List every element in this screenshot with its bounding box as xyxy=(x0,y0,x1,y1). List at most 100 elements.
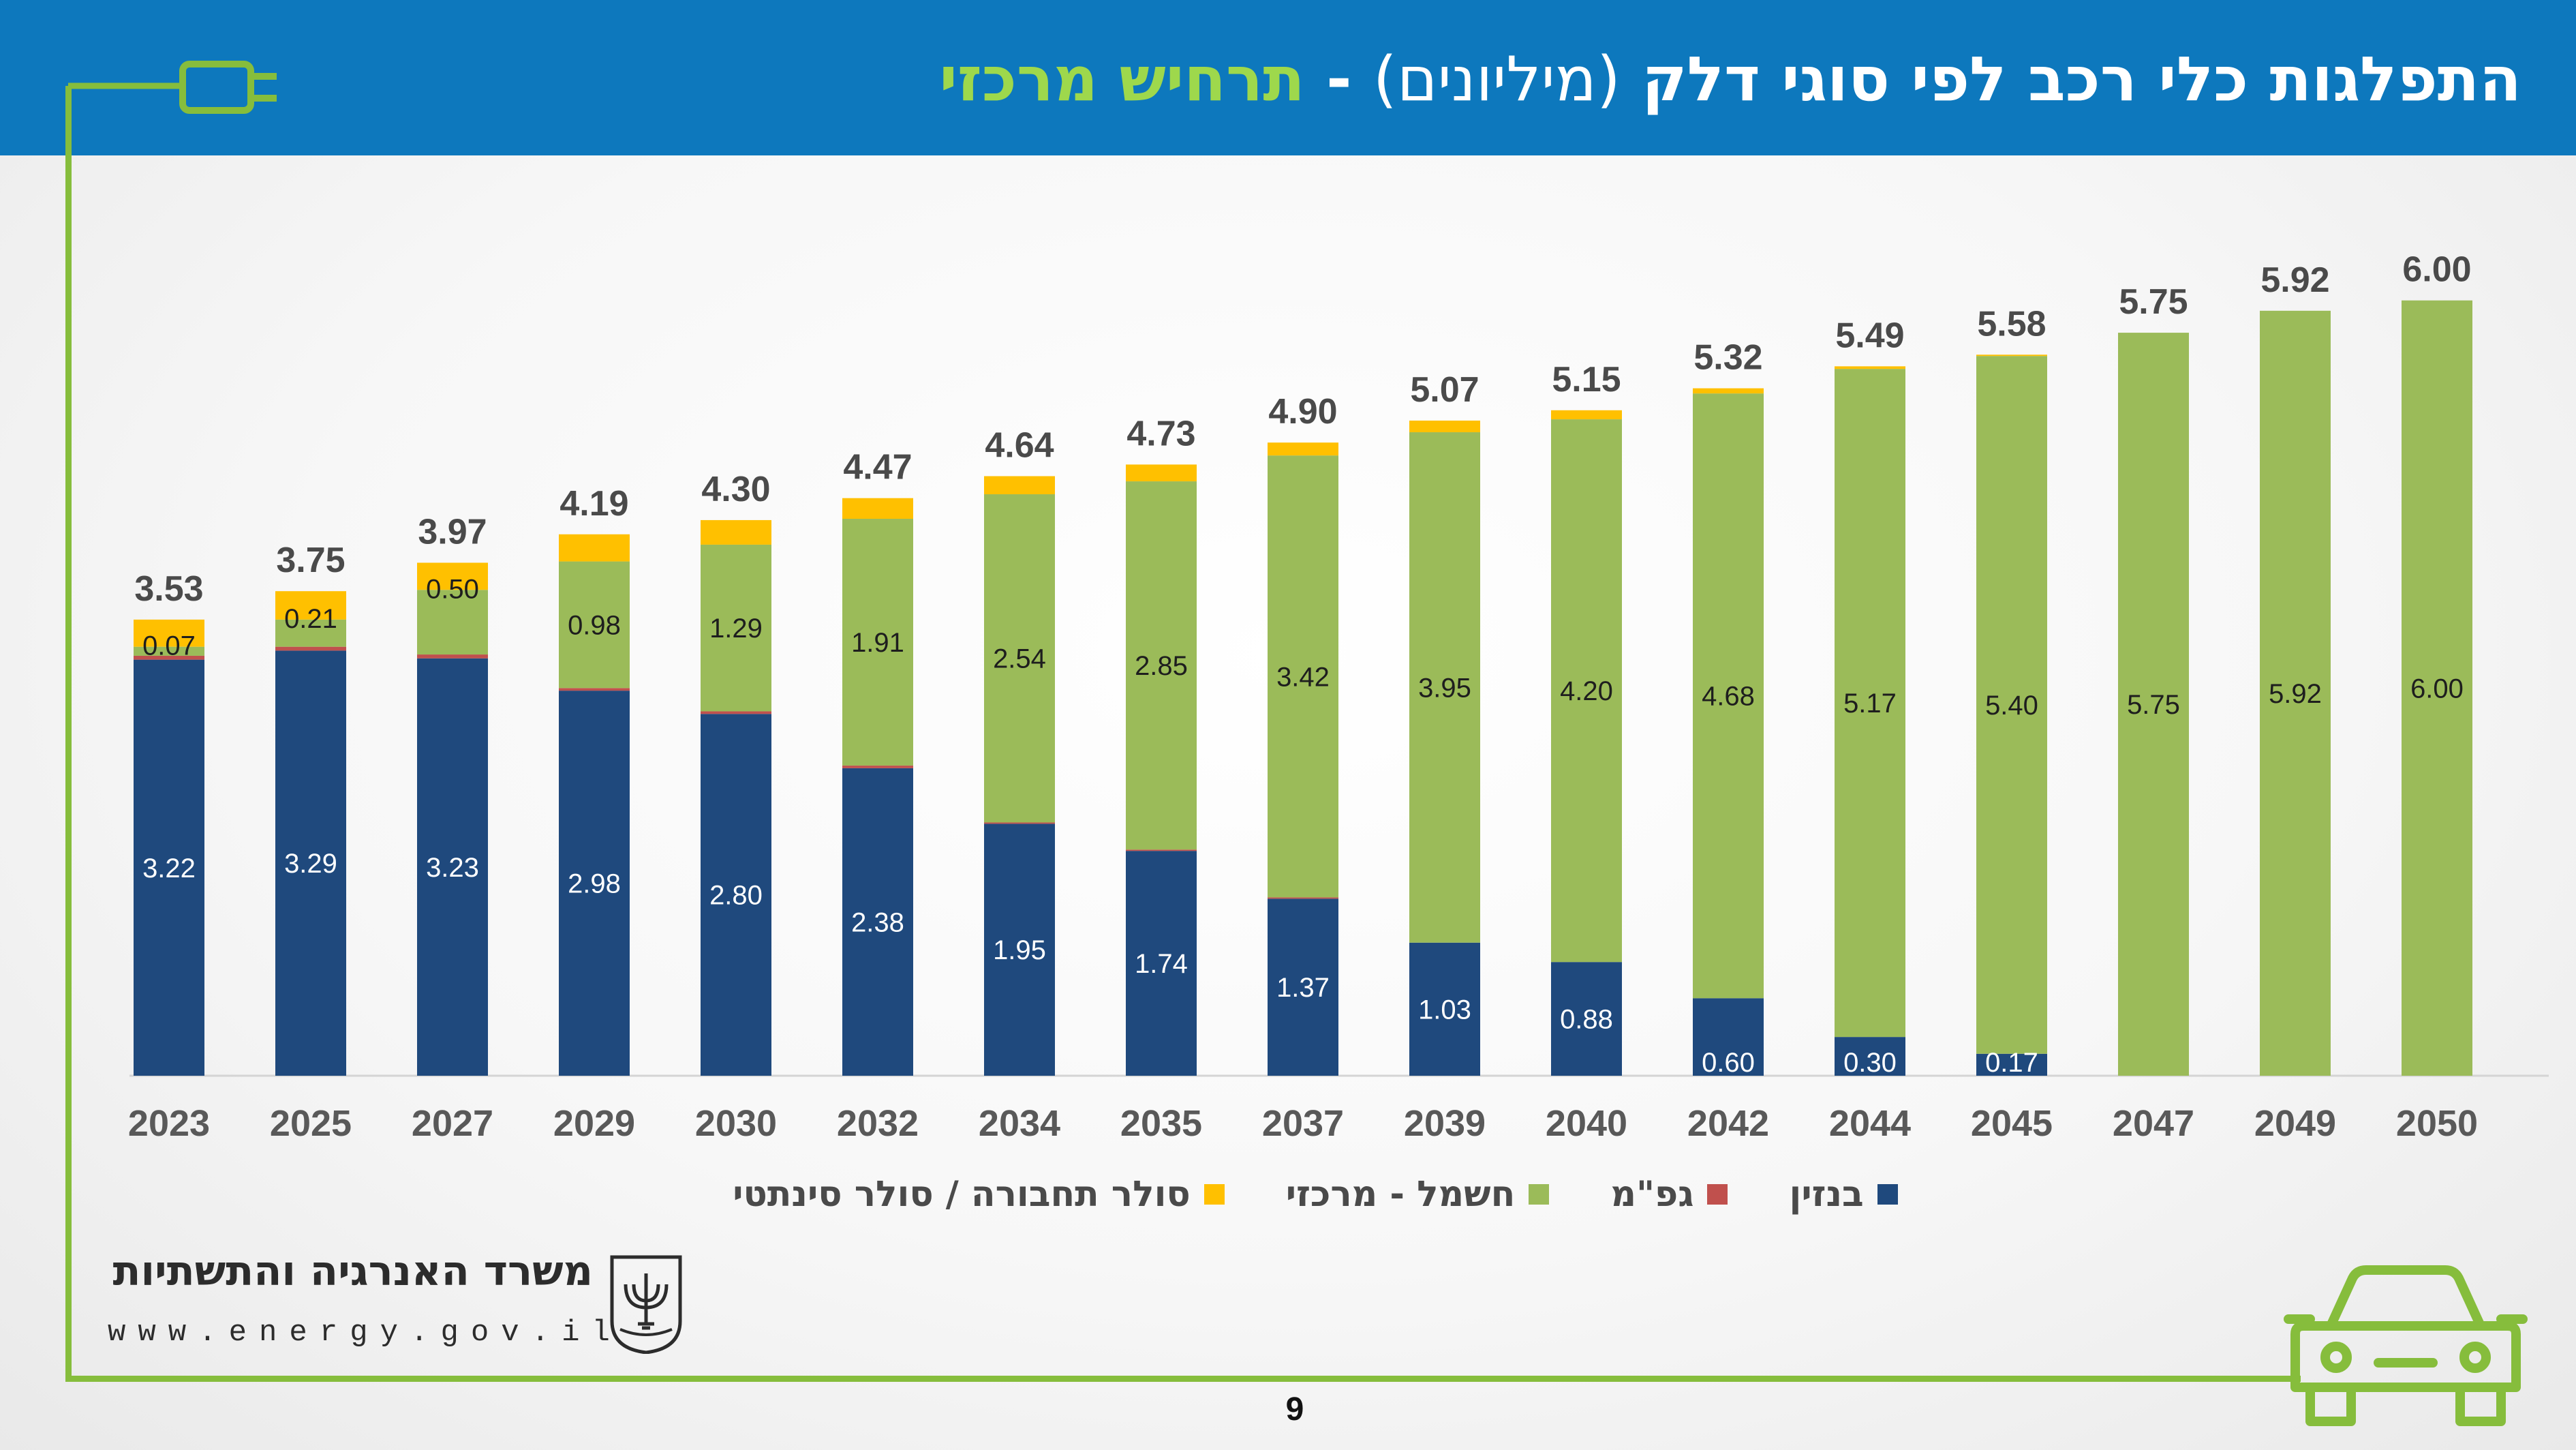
bar-segment xyxy=(275,591,346,620)
bar-segment xyxy=(1551,962,1622,1076)
data-label-electric: 1.91 xyxy=(851,628,904,658)
data-label-electric: 3.42 xyxy=(1276,662,1330,692)
state-emblem-icon xyxy=(610,1255,682,1354)
title-main: התפלגות כלי רכב לפי סוגי דלק xyxy=(1642,44,2521,115)
total-label: 5.49 xyxy=(1835,316,1904,355)
bar-segment xyxy=(417,658,488,1076)
data-label-petrol: 0.88 xyxy=(1560,1005,1613,1035)
bar-segment xyxy=(134,619,204,647)
bar-segment xyxy=(701,519,771,545)
title-units: (מיליונים) xyxy=(1373,44,1621,115)
frame-line-bottom xyxy=(65,1376,2301,1382)
bar-segment xyxy=(842,519,913,766)
legend-label-lpg: גפ"מ xyxy=(1610,1174,1694,1215)
bar-segment xyxy=(1835,1037,1905,1076)
bar-segment xyxy=(1409,420,1480,433)
data-label-electric: 5.75 xyxy=(2127,690,2180,720)
ministry-name: משרד האנרגיה והתשתיות xyxy=(112,1248,593,1295)
data-label-petrol: 1.74 xyxy=(1135,949,1188,979)
bar-segment xyxy=(2402,300,2472,1076)
total-label: 4.30 xyxy=(701,470,770,509)
data-label-electric: 1.29 xyxy=(709,614,763,644)
legend-label-petrol: בנזין xyxy=(1789,1174,1864,1215)
bar-segment xyxy=(2118,333,2189,1076)
data-label-electric: 2.54 xyxy=(993,644,1046,674)
data-label-petrol: 0.17 xyxy=(1985,1048,2038,1078)
data-label-electric: 4.20 xyxy=(1560,676,1613,706)
bar-segment xyxy=(417,654,488,659)
x-tick-label: 2032 xyxy=(837,1103,919,1144)
data-label-electric: 0.21 xyxy=(284,604,337,634)
bar-segment xyxy=(984,824,1055,1076)
total-label: 5.92 xyxy=(2260,260,2329,300)
bar-segment xyxy=(134,655,204,660)
total-label: 5.32 xyxy=(1693,338,1762,378)
bar-segment xyxy=(1693,388,1764,394)
bar-segment xyxy=(1693,393,1764,999)
x-tick-label: 2030 xyxy=(695,1103,777,1144)
data-label-electric: 2.85 xyxy=(1135,651,1188,681)
total-label: 3.75 xyxy=(276,541,345,580)
bar-segment xyxy=(275,646,346,651)
bar-segment xyxy=(1976,1053,2047,1076)
bar-segment xyxy=(1551,419,1622,963)
page-number: 9 xyxy=(1285,1391,1304,1428)
total-label: 4.19 xyxy=(559,484,628,524)
bar-segment xyxy=(984,476,1055,495)
legend-swatch-lpg xyxy=(1707,1184,1728,1205)
total-label: 4.73 xyxy=(1126,414,1195,453)
bar-segment xyxy=(275,619,346,647)
legend-label-electric: חשמל - מרכזי xyxy=(1285,1174,1516,1215)
data-label-electric: 0.07 xyxy=(142,631,196,661)
bar-segment xyxy=(559,534,630,562)
bar-segment xyxy=(1268,442,1338,456)
plug-icon xyxy=(68,61,277,114)
bar-segment xyxy=(1268,897,1338,899)
data-label-electric: 3.95 xyxy=(1418,673,1471,703)
legend-swatch-diesel xyxy=(1203,1184,1225,1205)
data-label-petrol: 1.95 xyxy=(993,935,1046,965)
x-tick-label: 2040 xyxy=(1546,1103,1627,1144)
bar-segment xyxy=(842,498,913,519)
x-tick-label: 2025 xyxy=(270,1103,352,1144)
data-label-petrol: 2.98 xyxy=(568,869,621,899)
total-label: 4.64 xyxy=(985,425,1054,465)
x-tick-label: 2044 xyxy=(1829,1103,1911,1144)
frame-line-left xyxy=(65,86,72,1381)
total-label: 5.15 xyxy=(1552,360,1621,399)
data-label-electric: 0.50 xyxy=(426,574,479,604)
bar-segment xyxy=(134,659,204,1076)
bar-segment xyxy=(1126,481,1197,850)
x-tick-label: 2027 xyxy=(412,1103,493,1144)
bar-segment xyxy=(984,822,1055,824)
data-label-petrol: 2.80 xyxy=(709,881,763,911)
total-label: 5.75 xyxy=(2119,282,2188,322)
bar-segment xyxy=(1551,410,1622,420)
data-label-petrol: 3.29 xyxy=(284,849,337,879)
x-tick-label: 2049 xyxy=(2254,1103,2336,1144)
bar-segment xyxy=(984,494,1055,823)
bar-segment xyxy=(1126,849,1197,851)
bar-segment xyxy=(275,650,346,1076)
bar-segment xyxy=(417,562,488,590)
slide-title: התפלגות כלי רכב לפי סוגי דלק (מיליונים) … xyxy=(939,35,2521,124)
bar-segment xyxy=(701,544,771,712)
bar-segment xyxy=(134,646,204,656)
total-label: 3.97 xyxy=(418,512,487,552)
title-separator: - xyxy=(1304,44,1373,115)
data-label-petrol: 0.60 xyxy=(1702,1048,1755,1078)
x-tick-label: 2042 xyxy=(1687,1103,1769,1144)
x-tick-label: 2039 xyxy=(1404,1103,1486,1144)
bar-segment xyxy=(1835,369,1905,1038)
legend-item-lpg: גפ"מ xyxy=(1610,1174,1728,1215)
x-tick-label: 2029 xyxy=(553,1103,635,1144)
bar-segment xyxy=(2260,310,2331,1076)
data-label-electric: 4.68 xyxy=(1702,682,1755,712)
bar-segment xyxy=(417,590,488,655)
chart-legend: בנזין גפ"מ חשמל - מרכזי סולר תחבורה / סו… xyxy=(733,1167,1898,1222)
data-label-electric: 5.40 xyxy=(1985,691,2038,721)
bar-segment xyxy=(1976,354,2047,357)
data-label-electric: 6.00 xyxy=(2410,674,2464,704)
x-tick-label: 2037 xyxy=(1262,1103,1344,1144)
data-label-electric: 5.17 xyxy=(1843,689,1897,719)
